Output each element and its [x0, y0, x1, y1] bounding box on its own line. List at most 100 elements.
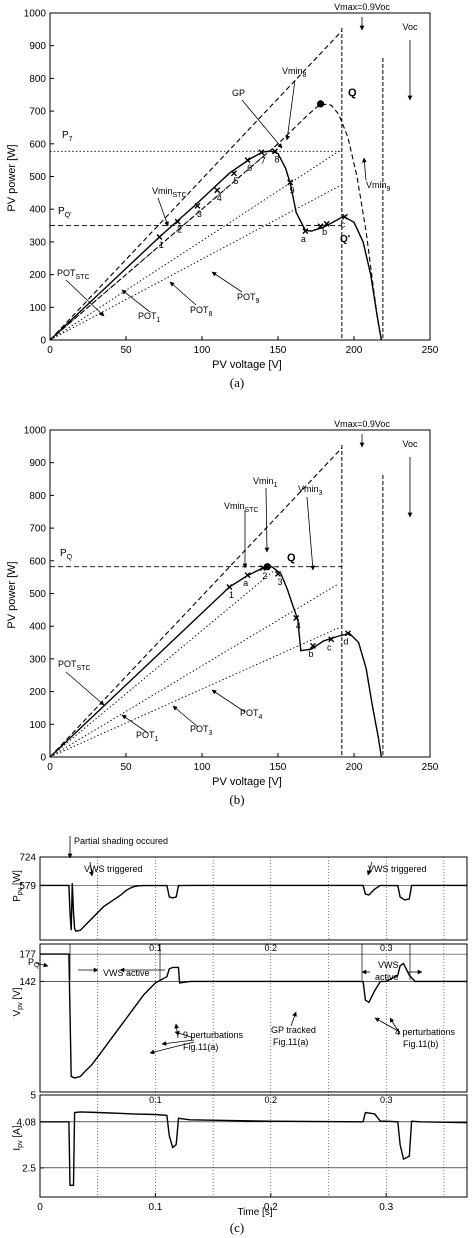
panel-b-point-b	[309, 642, 316, 649]
panel-a-xtick-label: 200	[346, 345, 363, 356]
panel-b-voc-label: Voc	[402, 439, 418, 449]
panel-a-xtick-label: 100	[194, 345, 211, 356]
panel-b-series-3	[49, 566, 279, 758]
panel-a-pot1-label: POT1	[138, 311, 161, 324]
panel-a-series-2	[49, 103, 382, 341]
panel-a-xtick-label: 250	[422, 345, 439, 356]
vws-active-label-2b: active	[375, 972, 399, 982]
panel-a-series-3	[49, 30, 343, 341]
panel-a-q-label: Q	[348, 87, 357, 99]
panel-c-current-ylabel: Ipv [A]	[12, 1125, 24, 1150]
panel-a-ytick-label: 800	[29, 74, 46, 85]
panel-a-point-label: 9	[290, 185, 295, 195]
panel-a-ytick-label: 100	[29, 303, 46, 314]
panel-c-sub3-xtick-label: 0.2	[264, 1202, 278, 1213]
panel-c-voltage-ylabel: Vpv [V]	[12, 987, 24, 1016]
panel-b-ytick-label: 900	[29, 458, 46, 469]
vws-active-label: VWS active	[103, 968, 150, 978]
panel-a: 0 50 100 150 200 250 0 100 200 300 400 500 600 700 800…	[6, 2, 439, 390]
panel-a-arrow	[241, 99, 283, 149]
panel-b-ytick-label: 800	[29, 491, 46, 502]
panel-b-ytick-label: 400	[29, 622, 46, 633]
panel-b-arrow	[65, 671, 105, 706]
vws-triggered-label-2: VWS triggered	[368, 864, 427, 874]
panel-b-pq-label: PQ	[60, 548, 73, 561]
panel-a-point-label: 2	[177, 225, 182, 235]
panel-a-ytick-label: 700	[29, 107, 46, 118]
panel-b-ytick-label: 300	[29, 654, 46, 665]
panel-a-ytick-label: 0	[40, 336, 46, 347]
panel-a-point-label: 1	[159, 240, 164, 250]
panel-a-pot8-label: POT8	[190, 305, 213, 318]
panel-a-point-label: 4	[217, 193, 222, 203]
panel-a-vminstc-label: VminSTC	[152, 186, 187, 199]
panel-a-point-8	[271, 148, 278, 155]
panel-a-ytick-label: 900	[29, 41, 46, 52]
panel-a-point-b	[323, 220, 330, 227]
panel-a-ytick-label: 200	[29, 270, 46, 281]
panel-b-point-c	[328, 636, 335, 643]
panel-a-point-label: 7	[261, 155, 266, 165]
panel-b-q-label: Q	[287, 552, 296, 564]
panel-b-caption: (b)	[229, 792, 244, 807]
panel-a-pq-label: PQ'	[58, 206, 71, 219]
panel-b-point-label: 4	[296, 621, 301, 631]
panel-b-vmin3-label: Vmin3	[298, 484, 323, 497]
panel-a-arrow	[211, 271, 243, 293]
panel-b-xtick-label: 0	[47, 762, 53, 773]
panel-b-point-d	[344, 630, 351, 637]
panel-a-point-label: c	[341, 220, 346, 230]
panel-c-xlabel: Time [s]	[237, 1207, 272, 1218]
panel-a-point-Q'	[317, 223, 324, 230]
panel-b-xtick-label: 250	[422, 762, 439, 773]
panel-c-sub3-ytick-label: 2.5	[22, 1163, 36, 1174]
panel-a-series-6	[49, 185, 340, 341]
panel-a-point-3	[194, 202, 201, 209]
panel-c-arrow	[174, 1023, 179, 1039]
panel-b-series-5	[49, 627, 339, 758]
panel-b-arrow	[306, 496, 316, 571]
panel-b-arrow	[264, 487, 270, 553]
partial-shading-label: Partial shading occured	[74, 836, 168, 846]
perturb9-label: 9 perturbations	[183, 1030, 244, 1040]
panel-b-point-3	[275, 570, 281, 577]
panel-a-vmin9-label: Vmin9	[366, 180, 391, 193]
panel-a-series-1	[49, 150, 383, 341]
panel-a-ytick-label: 600	[29, 139, 46, 150]
panel-a-point-7	[258, 149, 265, 156]
panel-b-arrow	[121, 714, 149, 734]
panel-c-sub3-frame	[39, 1094, 468, 1198]
panel-a-xtick-label: 50	[120, 345, 132, 356]
panel-a-point-a	[302, 228, 309, 235]
panel-a-point-label: 8	[274, 154, 279, 164]
panel-a-gp-label: GP	[232, 88, 245, 98]
panel-a-p7-label: P7	[62, 130, 73, 143]
panel-b-ytick-label: 600	[29, 556, 46, 567]
panel-a-ylabel: PV power [W]	[6, 144, 18, 211]
panel-a-xtick-label: 150	[270, 345, 287, 356]
panel-c-arrow	[389, 1017, 401, 1035]
panel-b-point-label: d	[343, 636, 348, 646]
panel-a-ytick-label: 1000	[24, 9, 47, 20]
perturb4-label: 4 perturbations	[395, 1027, 456, 1037]
panel-b-pot1-label: POT1	[136, 730, 159, 743]
panel-b-marker-Q	[263, 563, 271, 571]
panel-b-ytick-label: 500	[29, 589, 46, 600]
panel-b-ytick-label: 0	[40, 753, 46, 764]
panel-a-series-4	[49, 143, 279, 341]
panel-a-ytick-label: 500	[29, 172, 46, 183]
panel-a-point-4	[214, 187, 221, 194]
panel-c-sub2-ytick-label: 177	[19, 950, 36, 961]
panel-c-sub2-ytick-label: 142	[19, 977, 36, 988]
panel-b-xlabel: PV voltage [V]	[212, 776, 282, 788]
panel-b-vmax-label: Vmax=0.9Voc	[334, 419, 390, 429]
perturb4-ref: Fig.11(b)	[403, 1039, 438, 1049]
panel-c-sub1-ytick-label: 579	[19, 881, 36, 892]
panel-a-point-1	[156, 234, 163, 240]
panel-c-arrow	[290, 1011, 297, 1027]
panel-a-arrow	[169, 281, 197, 306]
panel-c-sub2-xtick-label: 0.3	[380, 1095, 393, 1105]
panel-c-sub2-frame	[39, 943, 468, 1093]
panel-b-ytick-label: 1000	[24, 426, 47, 437]
